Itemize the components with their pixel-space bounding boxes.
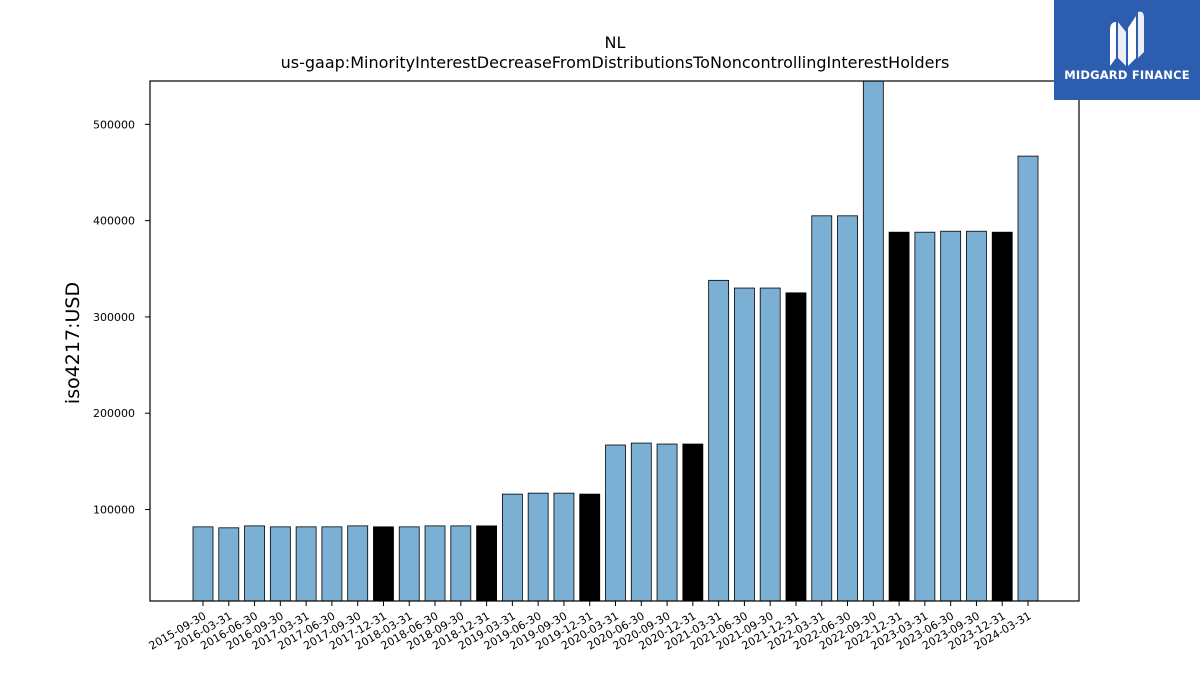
x-ticks-group: 2015-09-302016-03-312016-06-302016-09-30… — [147, 601, 1034, 653]
y-tick-label: 300000 — [93, 311, 135, 324]
midgard-logo-icon — [1110, 11, 1144, 66]
y-tick-label: 400000 — [93, 215, 135, 228]
chart-title: NL — [605, 33, 626, 52]
bar-2016-09-30 — [269, 526, 291, 602]
bar-2022-09-30 — [862, 80, 884, 602]
bar-2022-03-31 — [811, 215, 833, 602]
bar-2023-03-31 — [914, 231, 936, 602]
bar-2022-12-31 — [888, 231, 910, 602]
logo-text: MIDGARD FINANCE — [1064, 68, 1190, 82]
bar-2024-03-31 — [1017, 155, 1039, 602]
y-axis-label: iso4217:USD — [62, 282, 84, 404]
y-tick-label: 100000 — [93, 504, 135, 517]
bar-2020-09-30 — [656, 443, 678, 602]
bar-2018-03-31 — [398, 526, 420, 602]
bar-2021-03-31 — [708, 279, 730, 602]
bar-2019-09-30 — [553, 492, 575, 602]
bar-2021-06-30 — [734, 287, 755, 602]
y-tick-label: 200000 — [93, 407, 135, 420]
bar-2017-03-31 — [295, 526, 317, 602]
chart-subtitle: us-gaap:MinorityInterestDecreaseFromDist… — [281, 53, 950, 72]
y-ticks-group: 100000 200000 300000 400000 500000 — [93, 118, 150, 517]
bar-2020-12-31 — [682, 443, 704, 602]
plot-frame — [149, 80, 1080, 602]
bar-2017-09-30 — [347, 525, 369, 602]
bar-2017-12-31 — [373, 526, 394, 602]
bar-2018-12-31 — [476, 525, 497, 602]
bar-2019-06-30 — [527, 492, 549, 602]
bar-2020-03-31 — [605, 444, 626, 602]
bar-2017-06-30 — [321, 526, 343, 602]
bar-2018-09-30 — [450, 525, 472, 602]
bar-2021-12-31 — [785, 292, 807, 602]
bar-2015-09-30 — [192, 526, 214, 602]
bar-2019-12-31 — [579, 493, 601, 602]
bar-2021-09-30 — [759, 287, 781, 602]
bar-2022-06-30 — [837, 215, 858, 602]
bar-2023-06-30 — [940, 230, 962, 602]
bar-2023-09-30 — [966, 230, 987, 602]
bar-2020-06-30 — [630, 442, 652, 602]
bar-2019-03-31 — [501, 493, 523, 602]
y-tick-label: 500000 — [93, 118, 135, 131]
bar-2018-06-30 — [424, 525, 446, 602]
bar-2023-12-31 — [991, 231, 1013, 602]
bar-2016-03-31 — [218, 527, 240, 602]
logo: MIDGARD FINANCE — [1054, 0, 1200, 100]
bar-2016-06-30 — [244, 525, 265, 602]
bars-group — [192, 80, 1039, 602]
